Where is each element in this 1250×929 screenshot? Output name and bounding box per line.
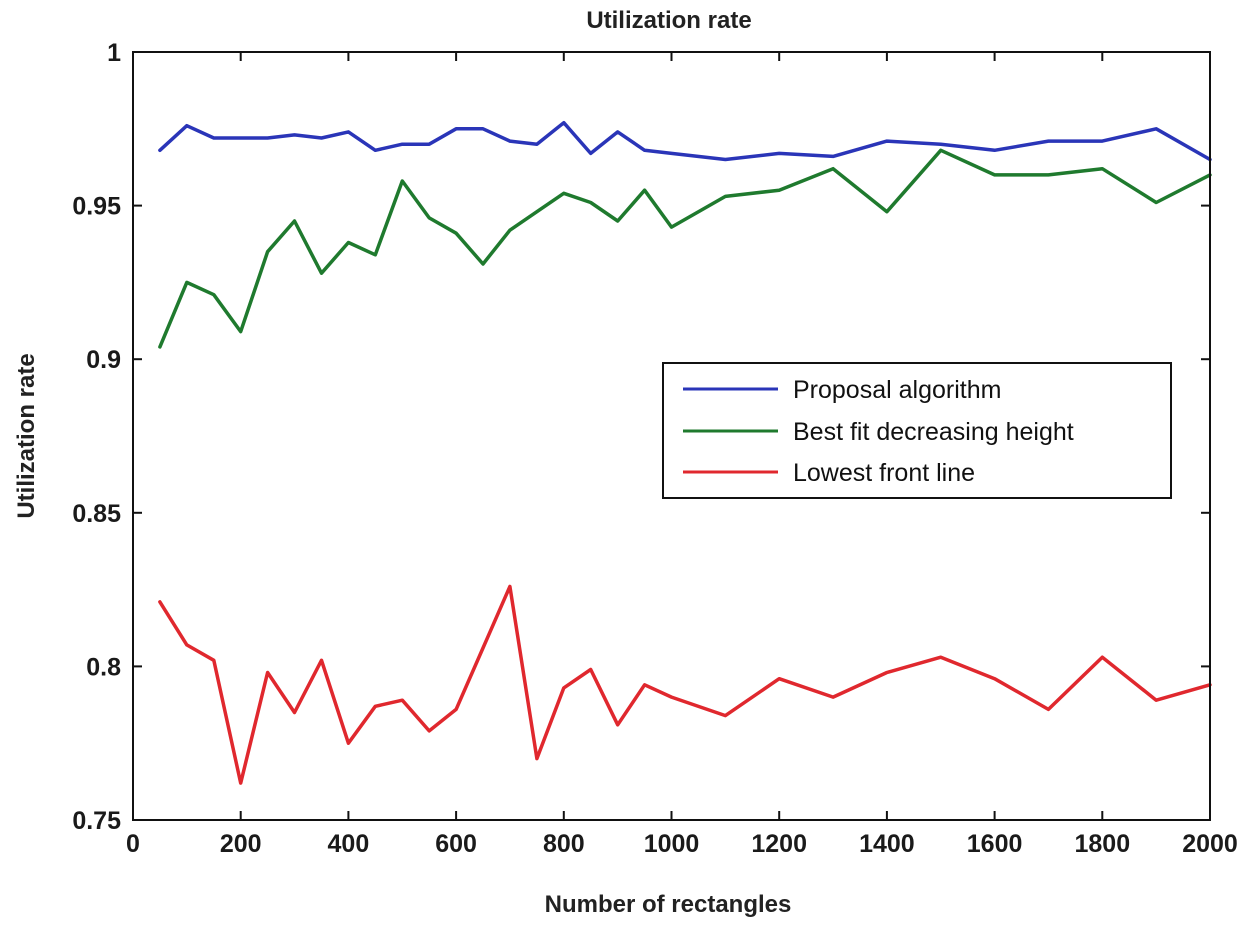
- x-tick-label: 1800: [1074, 830, 1130, 858]
- x-tick-label: 600: [435, 830, 477, 858]
- y-tick-label: 0.75: [72, 807, 121, 835]
- legend-label-lowest-front-line: Lowest front line: [793, 459, 975, 487]
- x-tick-label: 200: [220, 830, 262, 858]
- series-line-proposal-algorithm: [158, 120, 1212, 162]
- x-tick-label: 1400: [859, 830, 915, 858]
- series-line-lowest-front-line: [158, 584, 1212, 785]
- legend-label-best-fit-decreasing-height: Best fit decreasing height: [793, 418, 1074, 446]
- series-layer: [158, 120, 1212, 785]
- y-tick-label: 0.8: [86, 653, 121, 681]
- x-tick-label: 2000: [1182, 830, 1238, 858]
- y-tick-label: 1: [107, 39, 121, 67]
- legend-label-proposal-algorithm: Proposal algorithm: [793, 376, 1001, 404]
- x-tick-label: 1000: [644, 830, 700, 858]
- x-tick-label: 400: [328, 830, 370, 858]
- y-tick-label: 0.85: [72, 500, 121, 528]
- y-tick-label: 0.95: [72, 193, 121, 221]
- x-tick-label: 1200: [751, 830, 807, 858]
- x-tick-label: 1600: [967, 830, 1023, 858]
- y-tick-label: 0.9: [86, 346, 121, 374]
- series-line-best-fit-decreasing-height: [158, 148, 1212, 349]
- y-axis-label: Utilization rate: [13, 353, 40, 518]
- ticks-layer: 0 200 400 600 800 1000 1200 1400 1600 1800 2000 0.7…: [72, 39, 1237, 858]
- x-tick-label: 0: [126, 830, 140, 858]
- x-axis-label: Number of rectangles: [545, 891, 792, 918]
- chart-title: Utilization rate: [586, 7, 751, 34]
- legend: Proposal algorithm Best fit decreasing h…: [662, 362, 1172, 499]
- x-tick-label: 800: [543, 830, 585, 858]
